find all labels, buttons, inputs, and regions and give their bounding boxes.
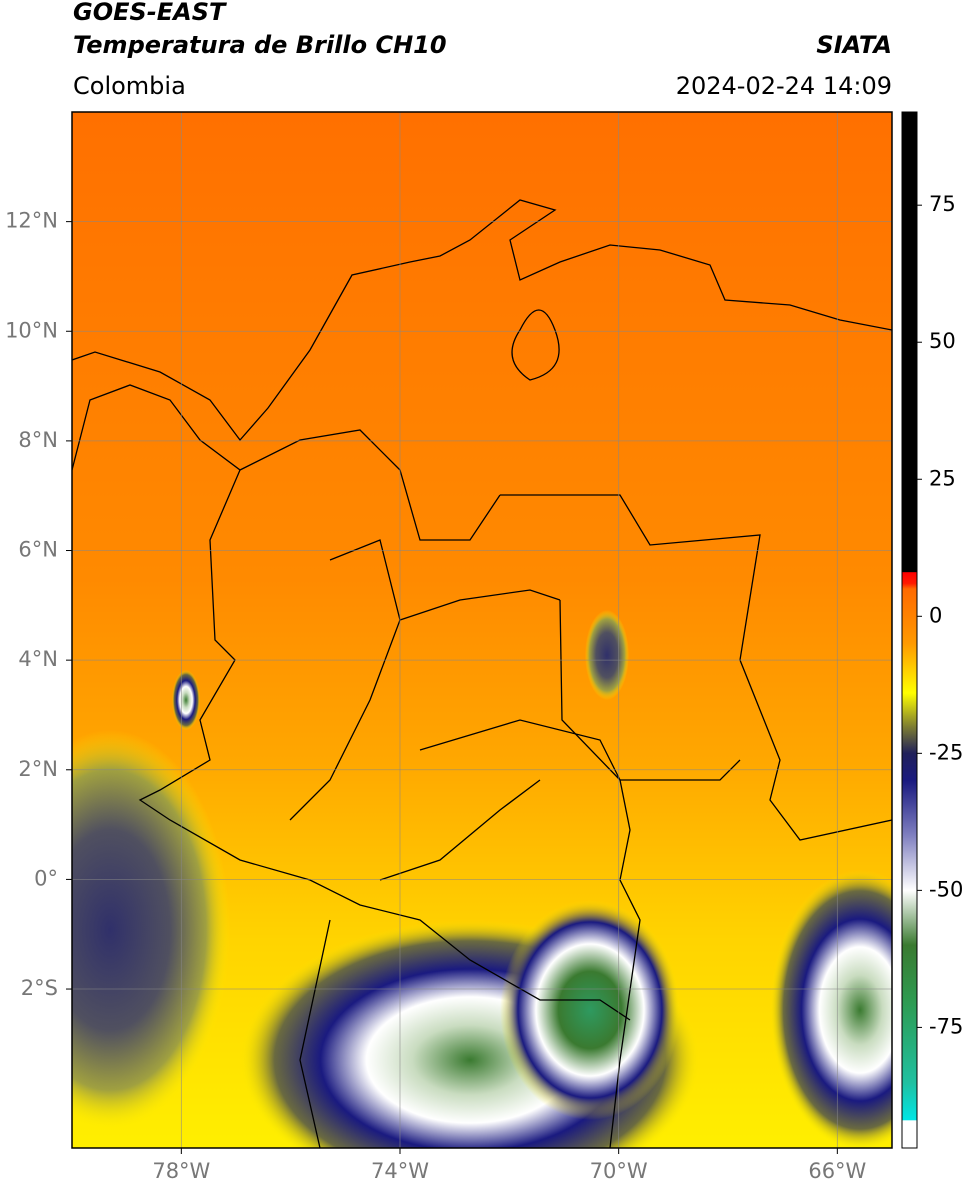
title: GOES-EAST (73, 0, 227, 26)
map-frame (71, 111, 893, 1149)
cloud (770, 870, 892, 1148)
y-tick-label: 12°N (5, 209, 58, 233)
datetime: 2024-02-24 14:09 (676, 72, 892, 100)
cloud (72, 730, 230, 1130)
x-tick-label: 74°W (371, 1159, 429, 1183)
colorbar (901, 111, 918, 1149)
colorbar-tick-label: -50 (929, 877, 963, 901)
x-tick-label: 66°W (808, 1159, 866, 1183)
colorbar-tick-label: 0 (929, 603, 942, 627)
colorbar-tick-label: -75 (929, 1014, 963, 1038)
region: Colombia (73, 72, 186, 100)
colorbar-tick-label: 75 (929, 192, 956, 216)
x-tick-label: 70°W (590, 1159, 648, 1183)
y-tick-label: 4°N (18, 647, 58, 671)
colorbar-tick-label: 25 (929, 466, 956, 490)
y-tick-label: 0° (34, 866, 58, 890)
y-tick-label: 2°S (21, 976, 58, 1000)
y-tick-label: 8°N (18, 428, 58, 452)
cloud (500, 900, 680, 1120)
source: SIATA (816, 31, 892, 59)
y-tick-label: 6°N (18, 538, 58, 562)
colorbar-tick-label: 50 (929, 329, 956, 353)
y-tick-label: 2°N (18, 757, 58, 781)
cloud (172, 670, 200, 730)
x-tick-label: 78°W (152, 1159, 210, 1183)
cloud (585, 610, 629, 700)
grid (72, 112, 892, 1148)
y-tick-label: 10°N (5, 318, 58, 342)
colorbar-tick-label: -25 (929, 740, 963, 764)
satellite-image (72, 112, 892, 1148)
subtitle: Temperatura de Brillo CH10 (73, 31, 447, 59)
